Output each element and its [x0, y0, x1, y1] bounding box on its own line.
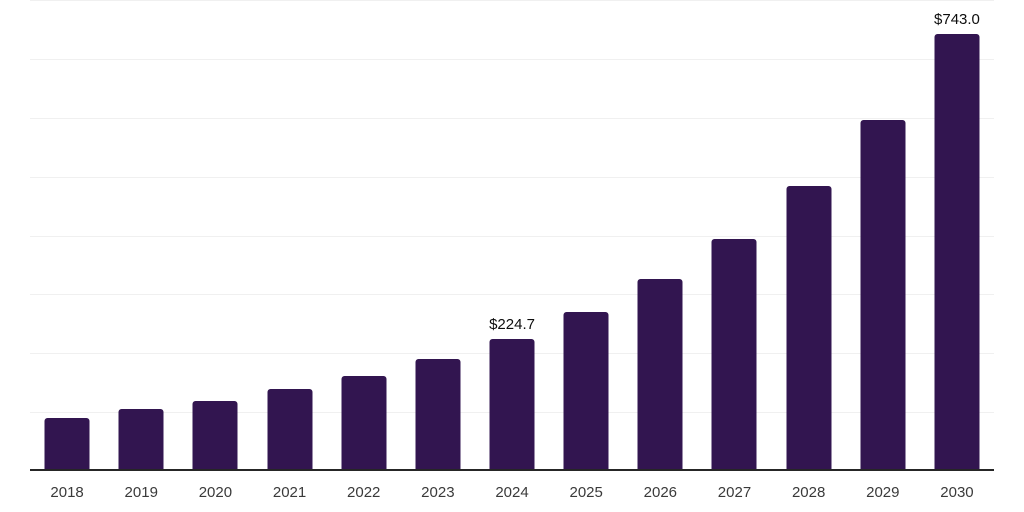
bar-2021	[267, 389, 313, 471]
bar-slot-2024: $224.7	[475, 0, 549, 471]
x-axis-line	[30, 469, 994, 471]
bar-value-label-2024: $224.7	[489, 315, 535, 333]
bar-2029	[860, 119, 906, 471]
x-tick-label-2022: 2022	[347, 484, 381, 501]
plot-area: $224.7 $743.0	[30, 0, 994, 471]
bar-2024	[489, 338, 535, 471]
bar-2020	[192, 400, 238, 471]
bar-slot-2029	[846, 0, 920, 471]
x-tick-label-2019: 2019	[124, 484, 158, 501]
bar-slot-2019	[104, 0, 178, 471]
x-tick-label-2030: 2030	[940, 484, 974, 501]
bar-slot-2018	[30, 0, 104, 471]
bar-slot-2027	[697, 0, 771, 471]
gridline-700	[30, 58, 994, 60]
bar-slot-2020	[178, 0, 252, 471]
x-tick-label-2027: 2027	[717, 484, 752, 501]
x-tick-label-2020: 2020	[198, 484, 233, 501]
bar-2025	[563, 312, 609, 471]
bar-slot-2022	[327, 0, 401, 471]
gridline-600	[30, 117, 994, 119]
bar-2026	[637, 279, 683, 471]
bar-slot-2021	[252, 0, 326, 471]
bar-2027	[711, 238, 757, 471]
bar-2028	[786, 186, 832, 471]
gridline-500	[30, 176, 994, 178]
gridline-800	[30, 0, 994, 1]
x-tick-label-2021: 2021	[272, 484, 307, 501]
bars-row: $224.7 $743.0	[30, 0, 994, 471]
x-tick-label-2018: 2018	[50, 484, 84, 501]
x-tick-label-2026: 2026	[643, 484, 678, 501]
gridline-300	[30, 294, 994, 296]
bar-slot-2023	[401, 0, 475, 471]
x-axis-labels: 2018 2019 2020 2021 2022 2023 2024 2025 2026 2027…	[30, 484, 994, 501]
x-tick-label-2028: 2028	[791, 484, 826, 501]
gridline-400	[30, 235, 994, 237]
bar-2030	[934, 33, 980, 471]
bar-2018	[44, 418, 90, 471]
bar-slot-2028	[772, 0, 846, 471]
bar-slot-2030: $743.0	[920, 0, 994, 471]
bar-slot-2026	[623, 0, 697, 471]
bar-2023	[415, 359, 461, 471]
bar-value-label-2030: $743.0	[934, 10, 980, 28]
x-tick-label-2025: 2025	[569, 484, 603, 501]
bar-2022	[341, 376, 387, 471]
x-tick-label-2023: 2023	[421, 484, 455, 501]
x-tick-label-2024: 2024	[495, 484, 529, 501]
bar-2019	[118, 409, 164, 471]
x-tick-label-2029: 2029	[866, 484, 900, 501]
bar-slot-2025	[549, 0, 623, 471]
